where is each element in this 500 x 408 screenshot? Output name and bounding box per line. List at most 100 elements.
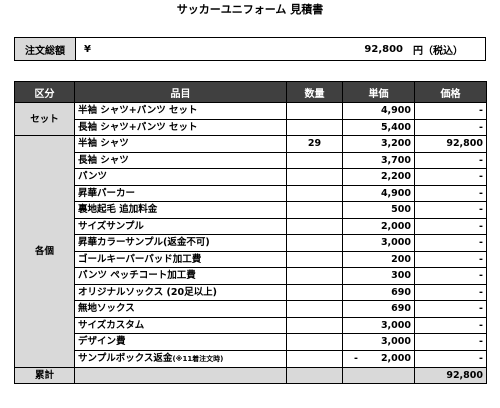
quantity-cell bbox=[286, 234, 343, 252]
unit-price: 3,000 bbox=[380, 237, 411, 249]
item-name-cell: 半袖 シャツ+パンツ セット bbox=[74, 102, 287, 120]
item-name: ゴールキーパーパッド加工費 bbox=[78, 253, 202, 265]
item-name: サンプルボックス返金 bbox=[78, 352, 173, 364]
category-cell: 各個 bbox=[14, 135, 75, 368]
table-row: 各個 半袖 シャツ 29 3,200 92,800 bbox=[14, 135, 487, 368]
price-cell: - bbox=[414, 217, 487, 235]
item-name: 長袖 シャツ bbox=[78, 154, 129, 166]
price-cell: - bbox=[414, 283, 487, 301]
price-cell: - bbox=[414, 118, 487, 136]
price-cell: 92,800 bbox=[414, 135, 487, 153]
table-row: 無地ソックス 690- bbox=[15, 300, 487, 318]
quantity-cell bbox=[286, 349, 343, 368]
unit-price: 200 bbox=[391, 253, 411, 265]
item-name-cell: 長袖 シャツ bbox=[74, 151, 287, 169]
item-name: サイズカスタム bbox=[78, 319, 145, 331]
price-cell: - bbox=[414, 349, 487, 368]
unit-price: 4,900 bbox=[380, 105, 411, 117]
table-row: サンプルボックス返金(※11着注文時) -2,000- bbox=[15, 349, 487, 368]
unit-price-cell: 3,000 bbox=[342, 234, 415, 252]
unit-price-cell: 690 bbox=[342, 300, 415, 318]
unit-price: 690 bbox=[391, 303, 411, 315]
price-cell: - bbox=[414, 316, 487, 334]
table-row: 昇華カラーサンプル(返金不可) 3,000- bbox=[15, 234, 487, 252]
item-note: (※11着注文時) bbox=[172, 354, 224, 363]
item-name: 昇華パーカー bbox=[78, 187, 136, 199]
quantity-cell: 29 bbox=[286, 135, 343, 153]
unit-price-cell: 500 bbox=[342, 201, 415, 219]
unit-price: 2,000 bbox=[380, 353, 411, 364]
item-name-cell: 長袖 シャツ+パンツ セット bbox=[74, 118, 287, 136]
item-name-cell: サイズサンプル bbox=[74, 217, 287, 235]
price-cell: - bbox=[414, 151, 487, 169]
quantity-cell bbox=[286, 102, 343, 120]
header-quantity: 数量 bbox=[286, 81, 343, 103]
table-row: パンツ 2,200- bbox=[15, 168, 487, 186]
quantity-cell bbox=[286, 151, 343, 169]
table-header-row: 区分 品目 数量 単価 価格 bbox=[14, 81, 487, 103]
table-row: デザイン費 3,000- bbox=[15, 333, 487, 351]
item-name-cell: 昇華カラーサンプル(返金不可) bbox=[74, 234, 287, 252]
quantity-cell bbox=[286, 267, 343, 285]
price-cell: - bbox=[414, 300, 487, 318]
price-cell: - bbox=[414, 267, 487, 285]
header-unit-price: 単価 bbox=[342, 81, 415, 103]
subtotal-empty bbox=[74, 366, 287, 384]
table-row: セット 半袖 シャツ+パンツ セット 4,900- bbox=[14, 102, 487, 136]
item-name: 長袖 シャツ+パンツ セット bbox=[78, 121, 198, 133]
quantity-cell bbox=[286, 250, 343, 268]
table-body: セット 半袖 シャツ+パンツ セット 4,900- 長袖 シャツ+パンツ セット 5,4… bbox=[14, 102, 487, 384]
subtotal-empty bbox=[342, 366, 415, 384]
price-cell: - bbox=[414, 201, 487, 219]
table-row: 昇華パーカー 4,900- bbox=[15, 184, 487, 202]
item-name-cell: 無地ソックス bbox=[74, 300, 287, 318]
subtotal-empty bbox=[286, 366, 343, 384]
price-cell: - bbox=[414, 102, 487, 120]
unit-price-cell: 3,200 bbox=[342, 135, 415, 153]
unit-price: 4,900 bbox=[380, 187, 411, 199]
price-cell: - bbox=[414, 234, 487, 252]
unit-price-cell: 4,900 bbox=[342, 102, 415, 120]
subtotal-row: 累計 92,800 bbox=[14, 366, 487, 384]
item-name-cell: 昇華パーカー bbox=[74, 184, 287, 202]
order-total-label: 注文総額 bbox=[15, 38, 76, 60]
category-cell: セット bbox=[14, 102, 75, 136]
table-row: サイズカスタム 3,000- bbox=[15, 316, 487, 334]
item-name: サイズサンプル bbox=[78, 220, 144, 232]
item-name: 昇華カラーサンプル(返金不可) bbox=[78, 237, 210, 249]
unit-price-cell: 3,000 bbox=[342, 316, 415, 334]
yen-symbol: ¥ bbox=[84, 43, 91, 55]
unit-price: 5,400 bbox=[380, 121, 411, 133]
order-total-box: 注文総額 ¥ 92,800 円（税込） bbox=[14, 37, 486, 61]
quantity-cell bbox=[286, 168, 343, 186]
document-title: サッカーユニフォーム 見積書 bbox=[176, 3, 324, 16]
table-row: オリジナルソックス (20足以上) 690- bbox=[15, 283, 487, 301]
quantity-cell bbox=[286, 118, 343, 136]
unit-price-cell: 5,400 bbox=[342, 118, 415, 136]
unit-price-cell: 3,000 bbox=[342, 333, 415, 351]
item-name-cell: デザイン費 bbox=[74, 333, 287, 351]
table-row: サイズサンプル 2,000- bbox=[15, 217, 487, 235]
unit-price: 500 bbox=[391, 204, 411, 216]
unit-price: 2,000 bbox=[380, 220, 411, 232]
item-name-cell: サンプルボックス返金(※11着注文時) bbox=[74, 349, 287, 368]
item-name-cell: オリジナルソックス (20足以上) bbox=[74, 283, 287, 301]
quantity-cell bbox=[286, 283, 343, 301]
item-name: 無地ソックス bbox=[78, 303, 135, 315]
price-cell: - bbox=[414, 184, 487, 202]
unit-price: 300 bbox=[391, 270, 411, 282]
unit-price: 3,000 bbox=[380, 319, 411, 331]
estimate-table: 区分 品目 数量 単価 価格 セット 半袖 シャツ+パンツ セット 4,900- 長袖… bbox=[14, 81, 487, 384]
subtotal-amount: 92,800 bbox=[414, 366, 487, 384]
quantity-cell bbox=[286, 333, 343, 351]
item-name-cell: ゴールキーパーパッド加工費 bbox=[74, 250, 287, 268]
item-name: パンツ ペッチコート加工費 bbox=[78, 270, 196, 282]
quantity-cell bbox=[286, 300, 343, 318]
item-name-cell: パンツ bbox=[74, 168, 287, 186]
item-name: デザイン費 bbox=[78, 336, 126, 348]
table-row: 長袖 シャツ 3,700- bbox=[15, 151, 487, 169]
table-row: 長袖 シャツ+パンツ セット 5,400- bbox=[15, 118, 487, 136]
price-cell: - bbox=[414, 168, 487, 186]
unit-price-cell: - 2,000 bbox=[342, 349, 415, 368]
unit-price: 3,000 bbox=[380, 336, 411, 348]
